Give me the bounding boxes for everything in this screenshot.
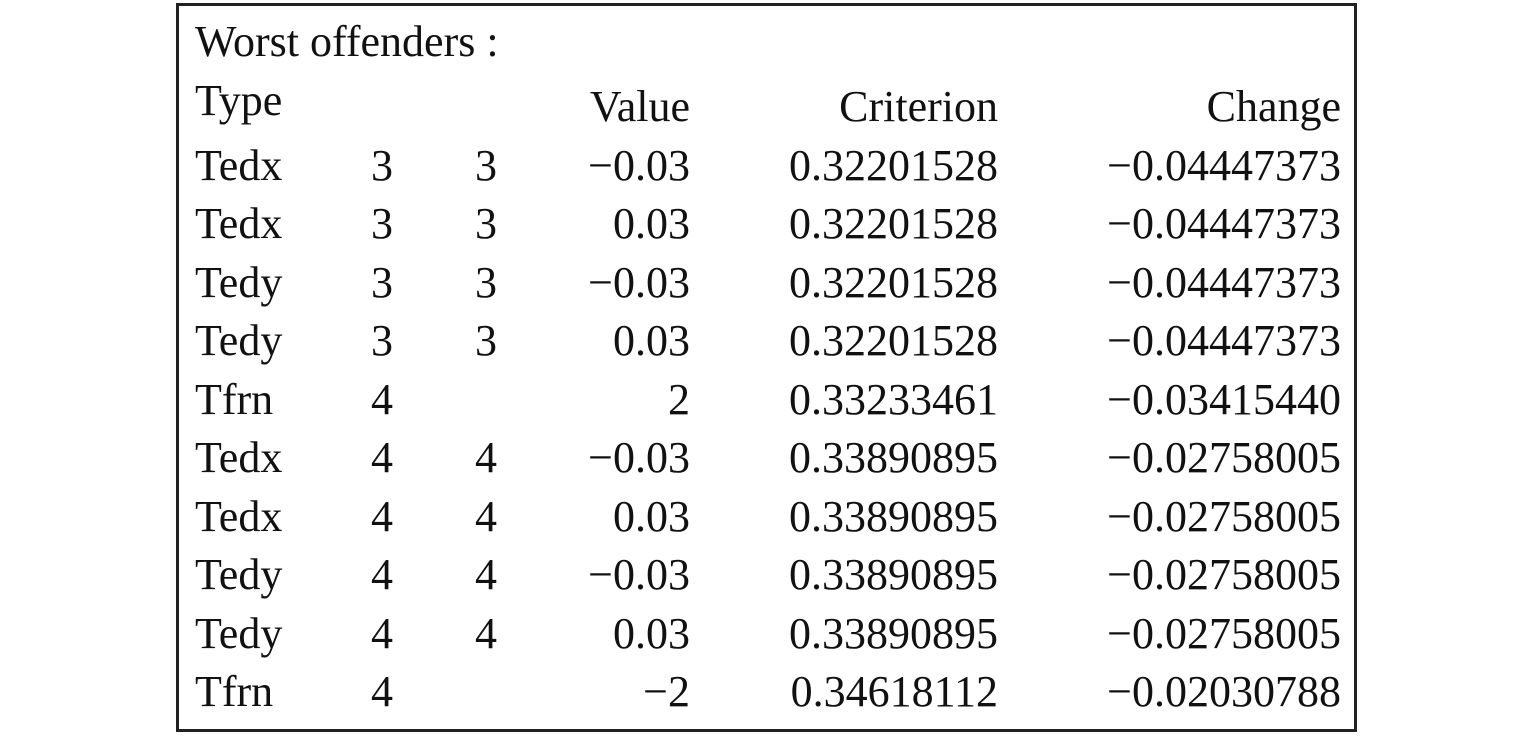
cell-value: 0.03	[613, 316, 690, 365]
cell-type: Tedy	[195, 608, 283, 658]
table-frame	[176, 3, 1357, 732]
cell-criterion: 0.32201528	[789, 140, 998, 190]
cell-value: 0.03	[613, 199, 690, 248]
cell-type: Tedy	[195, 316, 283, 365]
cell-index-j: 3	[475, 257, 497, 307]
cell-change: −0.04447373	[1107, 140, 1341, 190]
cell-value: −0.03	[588, 433, 690, 482]
cell-index-i: 3	[371, 140, 393, 190]
cell-change: −0.04447373	[1107, 257, 1341, 307]
cell-index-i: 4	[371, 374, 393, 424]
cell-change: −0.02758005	[1107, 433, 1341, 482]
cell-index-j: 3	[475, 199, 497, 248]
cell-index-j: 4	[475, 608, 497, 658]
header-col2	[335, 78, 439, 137]
cell-type: Tedx	[195, 199, 283, 248]
cell-type: Tedx	[195, 491, 283, 541]
cell-index-i: 3	[371, 199, 393, 248]
cell-change: −0.03415440	[1107, 374, 1341, 424]
cell-index-i: 4	[371, 608, 393, 658]
cell-index-j: 4	[475, 550, 497, 599]
cell-change: −0.02758005	[1107, 608, 1341, 658]
cell-value: −0.03	[588, 550, 690, 599]
cell-index-i: 4	[371, 550, 393, 599]
table-title: Worst offenders :	[195, 17, 499, 66]
header-criterion: Criterion	[839, 82, 998, 131]
cell-criterion: 0.33890895	[789, 433, 998, 482]
cell-value: −0.03	[588, 257, 690, 307]
cell-type: Tedx	[195, 140, 283, 190]
cell-value: −0.03	[588, 140, 690, 190]
cell-index-j	[439, 663, 543, 722]
cell-index-i: 4	[371, 433, 393, 482]
cell-criterion: 0.33890895	[789, 608, 998, 658]
cell-change: −0.02758005	[1107, 550, 1341, 599]
cell-criterion: 0.33890895	[789, 550, 998, 599]
cell-value: 0.03	[613, 608, 690, 658]
cell-index-i: 4	[371, 491, 393, 541]
header-type: Type	[195, 76, 283, 125]
cell-change: −0.02030788	[1107, 667, 1341, 716]
cell-index-j: 4	[475, 491, 497, 541]
header-change: Change	[1206, 82, 1341, 131]
cell-index-j: 3	[475, 316, 497, 365]
cell-criterion: 0.33233461	[789, 374, 998, 424]
cell-type: Tfrn	[195, 667, 274, 716]
cell-change: −0.04447373	[1107, 316, 1341, 365]
cell-value: −2	[643, 667, 690, 716]
cell-value: 0.03	[613, 491, 690, 541]
cell-index-j: 3	[475, 140, 497, 190]
header-col3	[439, 78, 543, 137]
cell-change: −0.04447373	[1107, 199, 1341, 248]
cell-type: Tedx	[195, 433, 283, 482]
cell-type: Tedy	[195, 550, 283, 599]
cell-change: −0.02758005	[1107, 491, 1341, 541]
offenders-table: Type Value Criterion Change Tedx 3 3 −0.03 0…	[195, 76, 1341, 722]
cell-criterion: 0.34618112	[790, 667, 998, 716]
cell-type: Tfrn	[195, 374, 274, 424]
cell-criterion: 0.32201528	[789, 316, 998, 365]
cell-index-j: 4	[475, 433, 497, 482]
cell-index-i: 3	[371, 257, 393, 307]
header-value: Value	[589, 82, 690, 131]
cell-criterion: 0.33890895	[789, 491, 998, 541]
cell-value: 2	[668, 374, 690, 424]
cell-criterion: 0.32201528	[789, 257, 998, 307]
cell-criterion: 0.32201528	[789, 199, 998, 248]
cell-index-i: 3	[371, 316, 393, 365]
cell-type: Tedy	[195, 257, 283, 307]
cell-index-j	[439, 371, 543, 430]
cell-index-i: 4	[371, 667, 393, 716]
